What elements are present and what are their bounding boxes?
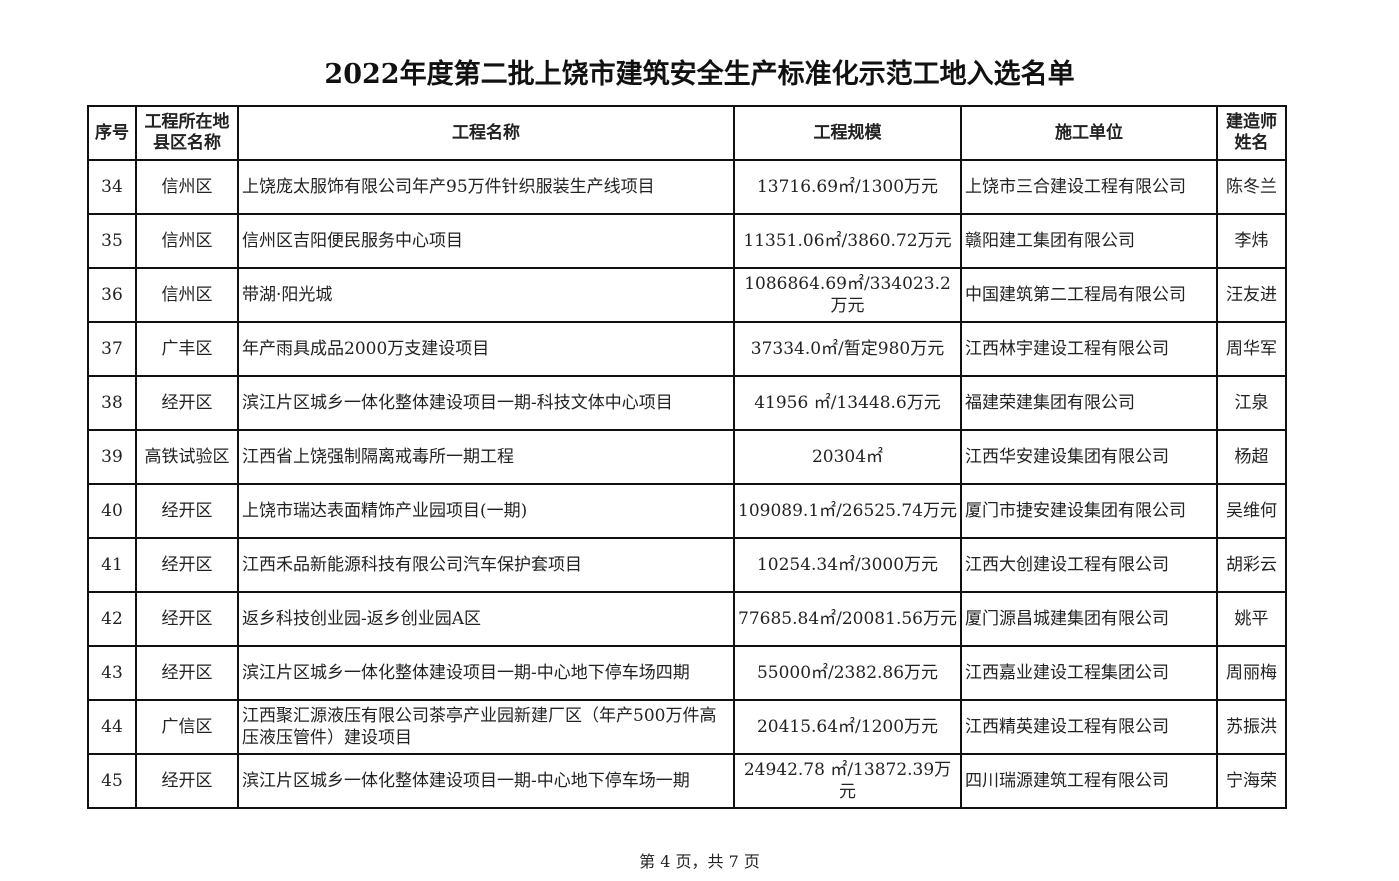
district-cell: 经开区 xyxy=(135,483,239,539)
table-row: 44 广信区 江西聚汇源液压有限公司茶亭产业园新建厂区（年产500万件高压液压管件）… xyxy=(87,699,1287,755)
header-builder: 建造师姓名 xyxy=(1216,105,1287,161)
builder-name-cell: 陈冬兰 xyxy=(1216,159,1287,215)
table-row: 38 经开区 滨江片区城乡一体化整体建设项目一期-科技文体中心项目 41956 ㎡/1… xyxy=(87,375,1287,431)
row-number: 43 xyxy=(87,645,137,701)
builder-name-cell: 江泉 xyxy=(1216,375,1287,431)
page-title: 2022年度第二批上饶市建筑安全生产标准化示范工地入选名单 xyxy=(324,59,1075,90)
scale-cell: 20304㎡ xyxy=(733,429,962,485)
header-district: 工程所在地县区名称 xyxy=(135,105,239,161)
contractor-cell: 中国建筑第二工程局有限公司 xyxy=(960,267,1218,323)
table-row: 39 高铁试验区 江西省上饶强制隔离戒毒所一期工程 20304㎡ 江西华安建设集团有限公… xyxy=(87,429,1287,485)
contractor-cell: 厦门源昌城建集团有限公司 xyxy=(960,591,1218,647)
builder-name-cell: 吴维何 xyxy=(1216,483,1287,539)
scale-cell: 41956 ㎡/13448.6万元 xyxy=(733,375,962,431)
project-name-cell: 带湖·阳光城 xyxy=(237,267,735,323)
table-row: 43 经开区 滨江片区城乡一体化整体建设项目一期-中心地下停车场四期 55000㎡/2… xyxy=(87,645,1287,701)
table-row: 37 广丰区 年产雨具成品2000万支建设项目 37334.0㎡/暂定980万元 江西林… xyxy=(87,321,1287,377)
builder-name-cell: 李炜 xyxy=(1216,213,1287,269)
project-name-cell: 年产雨具成品2000万支建设项目 xyxy=(237,321,735,377)
table-row: 41 经开区 江西禾品新能源科技有限公司汽车保护套项目 10254.34㎡/3000万… xyxy=(87,537,1287,593)
contractor-cell: 赣阳建工集团有限公司 xyxy=(960,213,1218,269)
table-row: 34 信州区 上饶庞太服饰有限公司年产95万件针织服装生产线项目 13716.69㎡/… xyxy=(87,159,1287,215)
contractor-cell: 江西大创建设工程有限公司 xyxy=(960,537,1218,593)
project-name-cell: 滨江片区城乡一体化整体建设项目一期-科技文体中心项目 xyxy=(237,375,735,431)
scale-cell: 24942.78 ㎡/13872.39万元 xyxy=(733,753,962,809)
district-cell: 经开区 xyxy=(135,375,239,431)
builder-name-cell: 胡彩云 xyxy=(1216,537,1287,593)
project-name-cell: 上饶市瑞达表面精饰产业园项目(一期) xyxy=(237,483,735,539)
builder-name-cell: 杨超 xyxy=(1216,429,1287,485)
district-cell: 广信区 xyxy=(135,699,239,755)
district-cell: 经开区 xyxy=(135,591,239,647)
district-cell: 经开区 xyxy=(135,753,239,809)
header-project: 工程名称 xyxy=(237,105,735,161)
table-row: 35 信州区 信州区吉阳便民服务中心项目 11351.06㎡/3860.72万元 赣阳建… xyxy=(87,213,1287,269)
contractor-cell: 福建荣建集团有限公司 xyxy=(960,375,1218,431)
contractor-cell: 江西林宇建设工程有限公司 xyxy=(960,321,1218,377)
contractor-cell: 四川瑞源建筑工程有限公司 xyxy=(960,753,1218,809)
table-row: 40 经开区 上饶市瑞达表面精饰产业园项目(一期) 109089.1㎡/26525.7… xyxy=(87,483,1287,539)
builder-name-cell: 宁海荣 xyxy=(1216,753,1287,809)
district-cell: 高铁试验区 xyxy=(135,429,239,485)
district-cell: 信州区 xyxy=(135,213,239,269)
district-cell: 信州区 xyxy=(135,159,239,215)
contractor-cell: 厦门市捷安建设集团有限公司 xyxy=(960,483,1218,539)
table-row: 45 经开区 滨江片区城乡一体化整体建设项目一期-中心地下停车场一期 24942.78… xyxy=(87,753,1287,809)
builder-name-cell: 周华军 xyxy=(1216,321,1287,377)
page-footer: 第 4 页，共 7 页 xyxy=(639,852,760,871)
selection-table: 序号 工程所在地县区名称 工程名称 工程规模 施工单位 建造师姓名 34 信州区上… xyxy=(87,105,1287,809)
contractor-cell: 上饶市三合建设工程有限公司 xyxy=(960,159,1218,215)
table-header-row: 序号 工程所在地县区名称 工程名称 工程规模 施工单位 建造师姓名 xyxy=(87,105,1287,161)
project-name-cell: 上饶庞太服饰有限公司年产95万件针织服装生产线项目 xyxy=(237,159,735,215)
scale-cell: 37334.0㎡/暂定980万元 xyxy=(733,321,962,377)
project-name-cell: 江西禾品新能源科技有限公司汽车保护套项目 xyxy=(237,537,735,593)
contractor-cell: 江西嘉业建设工程集团公司 xyxy=(960,645,1218,701)
row-number: 40 xyxy=(87,483,137,539)
row-number: 41 xyxy=(87,537,137,593)
scale-cell: 13716.69㎡/1300万元 xyxy=(733,159,962,215)
row-number: 42 xyxy=(87,591,137,647)
contractor-cell: 江西华安建设集团有限公司 xyxy=(960,429,1218,485)
row-number: 35 xyxy=(87,213,137,269)
row-number: 38 xyxy=(87,375,137,431)
row-number: 39 xyxy=(87,429,137,485)
builder-name-cell: 汪友进 xyxy=(1216,267,1287,323)
row-number: 34 xyxy=(87,159,137,215)
scale-cell: 55000㎡/2382.86万元 xyxy=(733,645,962,701)
scale-cell: 77685.84㎡/20081.56万元 xyxy=(733,591,962,647)
header-scale: 工程规模 xyxy=(733,105,962,161)
builder-name-cell: 苏振洪 xyxy=(1216,699,1287,755)
row-number: 45 xyxy=(87,753,137,809)
project-name-cell: 滨江片区城乡一体化整体建设项目一期-中心地下停车场一期 xyxy=(237,753,735,809)
builder-name-cell: 周丽梅 xyxy=(1216,645,1287,701)
project-name-cell: 信州区吉阳便民服务中心项目 xyxy=(237,213,735,269)
scale-cell: 11351.06㎡/3860.72万元 xyxy=(733,213,962,269)
table-row: 42 经开区 返乡科技创业园-返乡创业园A区 77685.84㎡/20081.56万元… xyxy=(87,591,1287,647)
project-name-cell: 滨江片区城乡一体化整体建设项目一期-中心地下停车场四期 xyxy=(237,645,735,701)
row-number: 44 xyxy=(87,699,137,755)
header-contractor: 施工单位 xyxy=(960,105,1218,161)
project-name-cell: 江西省上饶强制隔离戒毒所一期工程 xyxy=(237,429,735,485)
row-number: 37 xyxy=(87,321,137,377)
scale-cell: 20415.64㎡/1200万元 xyxy=(733,699,962,755)
district-cell: 信州区 xyxy=(135,267,239,323)
table-row: 36 信州区 带湖·阳光城 1086864.69㎡/334023.2万元 中国建筑第二工… xyxy=(87,267,1287,323)
scale-cell: 1086864.69㎡/334023.2万元 xyxy=(733,267,962,323)
project-name-cell: 江西聚汇源液压有限公司茶亭产业园新建厂区（年产500万件高压液压管件）建设项目 xyxy=(237,699,735,755)
row-number: 36 xyxy=(87,267,137,323)
contractor-cell: 江西精英建设工程有限公司 xyxy=(960,699,1218,755)
scale-cell: 10254.34㎡/3000万元 xyxy=(733,537,962,593)
project-name-cell: 返乡科技创业园-返乡创业园A区 xyxy=(237,591,735,647)
header-no: 序号 xyxy=(87,105,137,161)
builder-name-cell: 姚平 xyxy=(1216,591,1287,647)
district-cell: 经开区 xyxy=(135,645,239,701)
district-cell: 经开区 xyxy=(135,537,239,593)
scale-cell: 109089.1㎡/26525.74万元 xyxy=(733,483,962,539)
district-cell: 广丰区 xyxy=(135,321,239,377)
